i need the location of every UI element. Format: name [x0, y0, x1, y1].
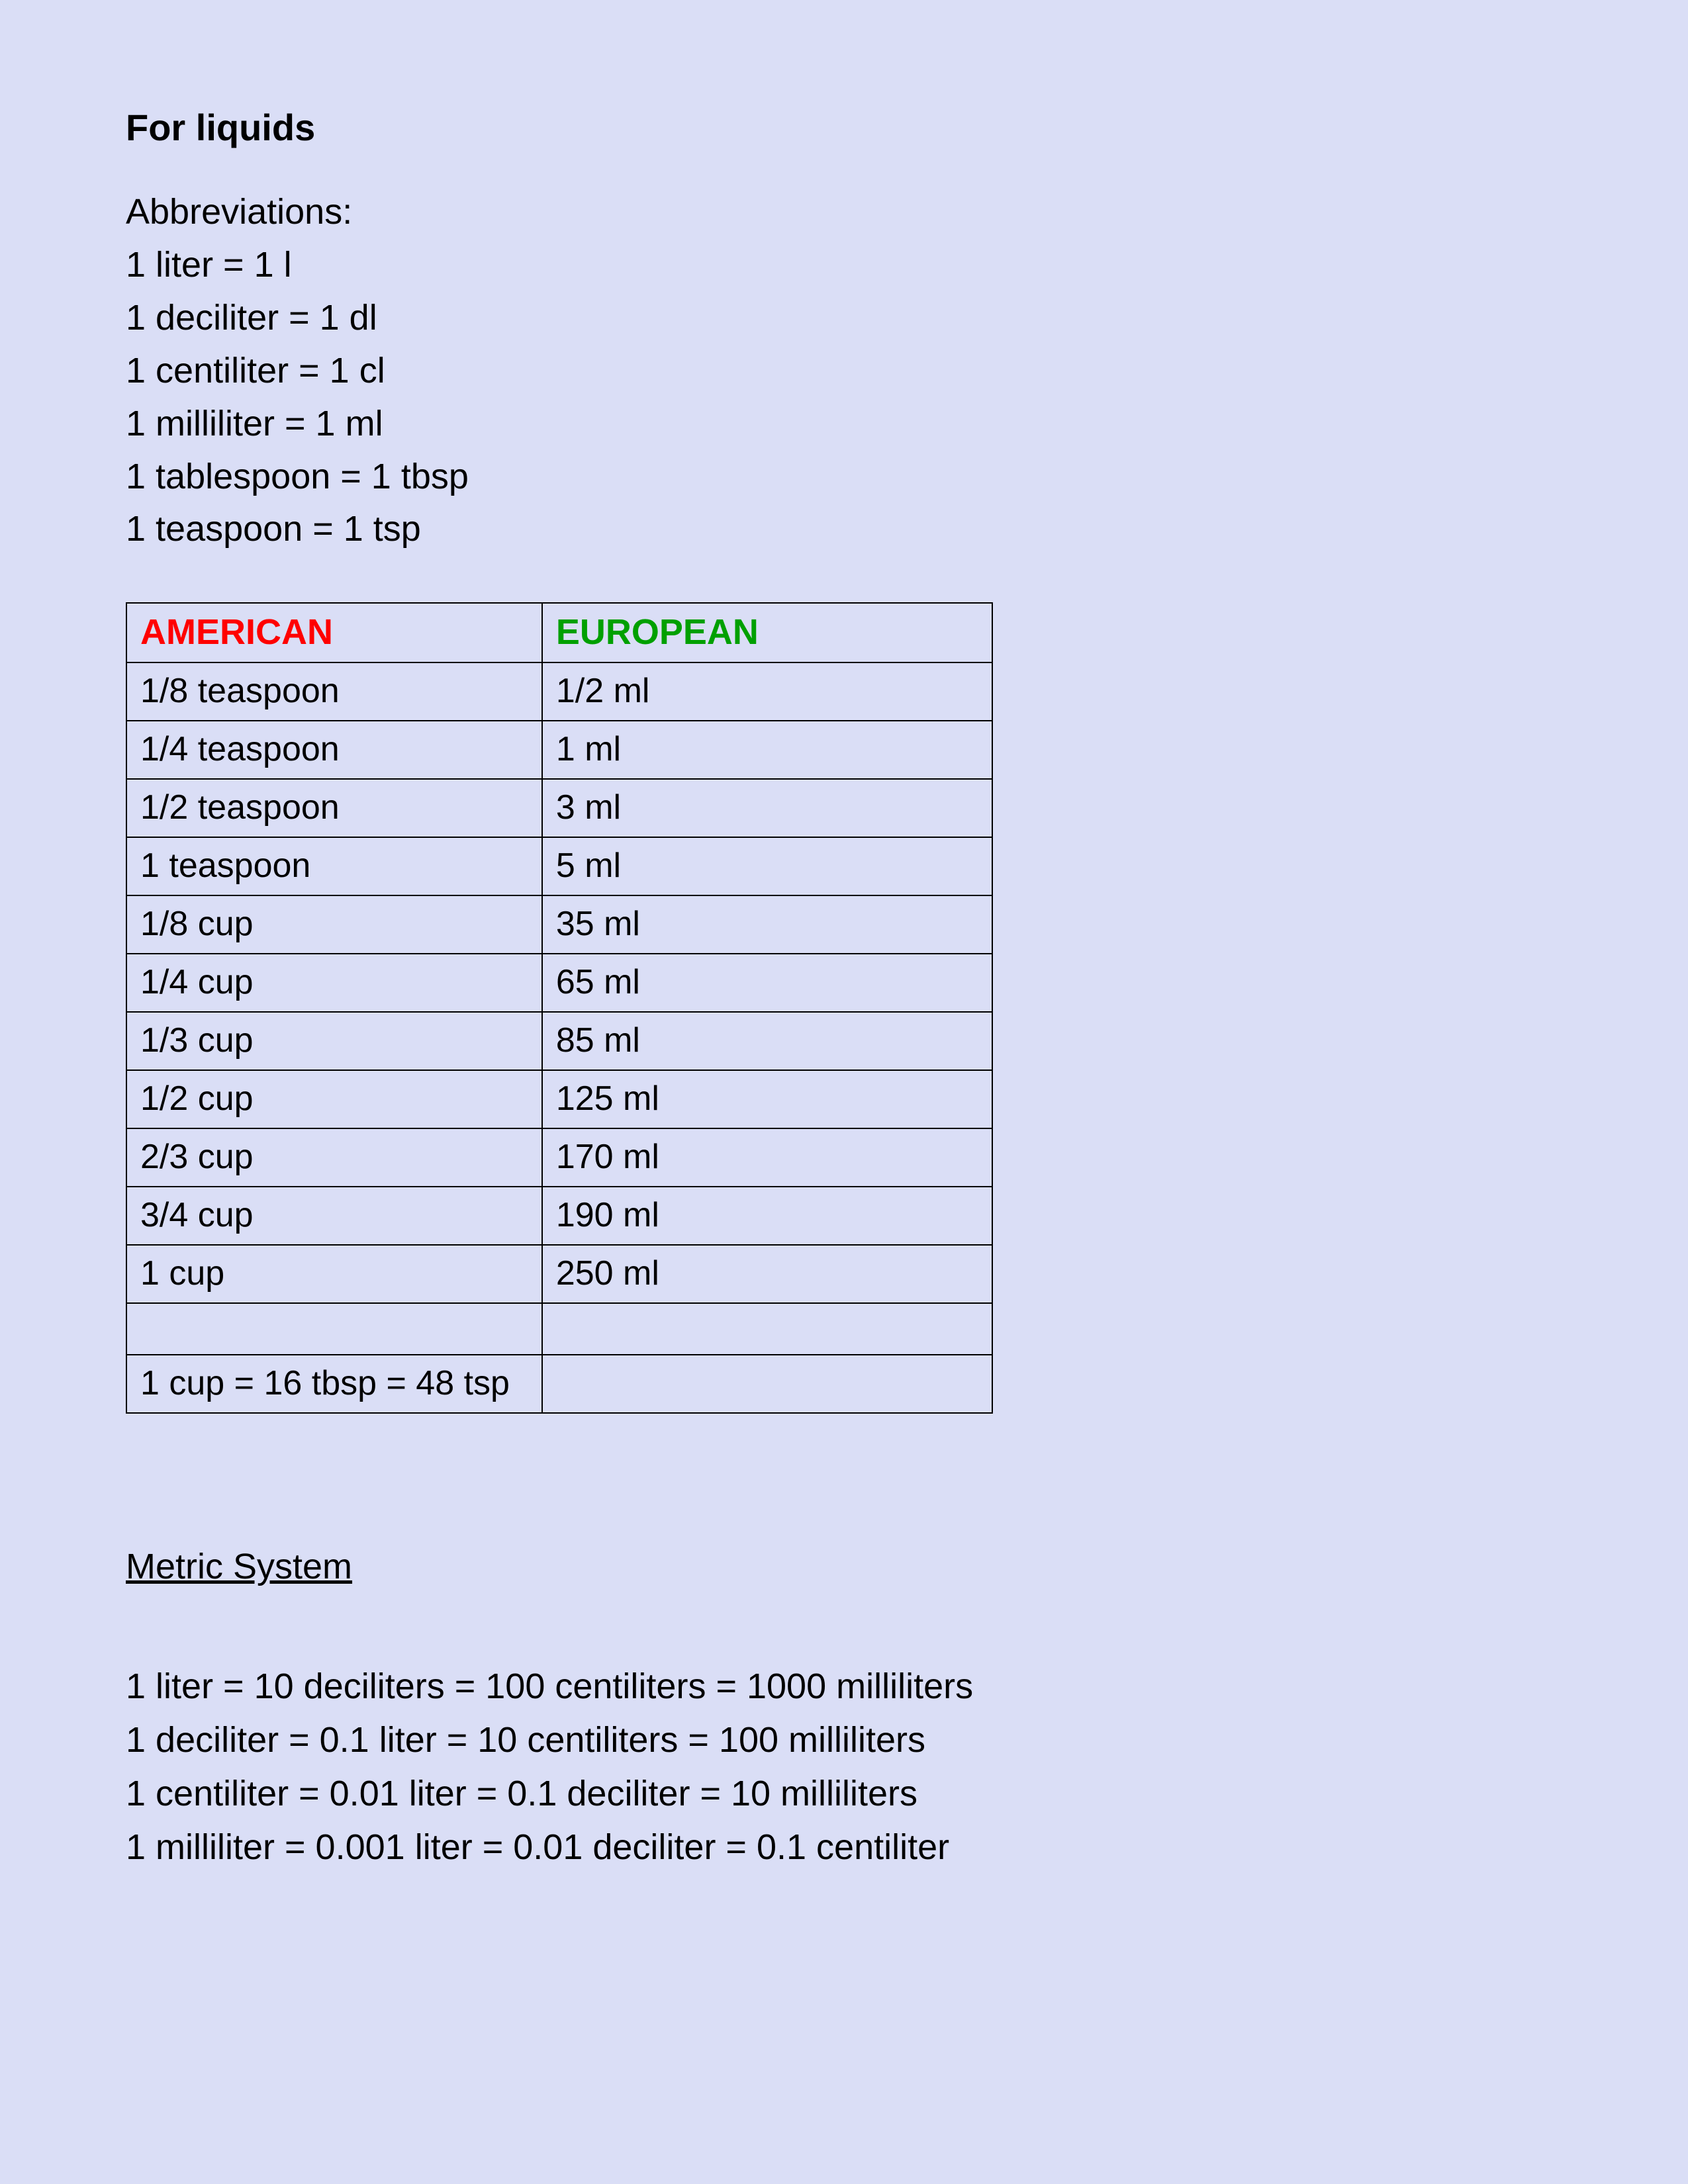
metric-line: 1 centiliter = 0.01 liter = 0.1 decilite…	[126, 1767, 1562, 1821]
cell-european: 85 ml	[542, 1012, 992, 1070]
table-row: 1/4 teaspoon 1 ml	[126, 721, 992, 779]
abbreviation-line: 1 deciliter = 1 dl	[126, 292, 1562, 345]
table-row: 1/4 cup 65 ml	[126, 954, 992, 1012]
cell-american: 1/2 teaspoon	[126, 779, 542, 837]
cell-european: 5 ml	[542, 837, 992, 895]
table-row: 1 teaspoon 5 ml	[126, 837, 992, 895]
page: For liquids Abbreviations: 1 liter = 1 l…	[0, 0, 1688, 1874]
table-row: 3/4 cup 190 ml	[126, 1187, 992, 1245]
abbreviation-line: 1 liter = 1 l	[126, 239, 1562, 292]
table-header-row: AMERICAN EUROPEAN	[126, 603, 992, 662]
cell-european: 65 ml	[542, 954, 992, 1012]
cell-european	[542, 1303, 992, 1355]
table-row-empty	[126, 1303, 992, 1355]
page-title: For liquids	[126, 106, 1562, 149]
metric-system-heading: Metric System	[126, 1546, 1562, 1587]
cell-american: 1/2 cup	[126, 1070, 542, 1128]
metric-line: 1 milliliter = 0.001 liter = 0.01 decili…	[126, 1821, 1562, 1874]
cell-american: 2/3 cup	[126, 1128, 542, 1187]
table-row: 1/2 teaspoon 3 ml	[126, 779, 992, 837]
cell-american: 1/4 teaspoon	[126, 721, 542, 779]
abbreviations-block: Abbreviations: 1 liter = 1 l 1 deciliter…	[126, 186, 1562, 556]
column-header-european: EUROPEAN	[542, 603, 992, 662]
table-row: 1/8 teaspoon 1/2 ml	[126, 662, 992, 721]
cell-european: 190 ml	[542, 1187, 992, 1245]
column-header-american: AMERICAN	[126, 603, 542, 662]
abbreviation-line: 1 centiliter = 1 cl	[126, 345, 1562, 398]
cell-american: 1/8 teaspoon	[126, 662, 542, 721]
cell-american: 1/8 cup	[126, 895, 542, 954]
abbreviations-heading: Abbreviations:	[126, 186, 1562, 239]
metric-line: 1 liter = 10 deciliters = 100 centiliter…	[126, 1660, 1562, 1713]
cell-european: 1/2 ml	[542, 662, 992, 721]
cell-american	[126, 1303, 542, 1355]
table-row: 1/3 cup 85 ml	[126, 1012, 992, 1070]
cell-european: 3 ml	[542, 779, 992, 837]
cell-american: 1 cup	[126, 1245, 542, 1303]
cell-european: 250 ml	[542, 1245, 992, 1303]
table-row: 2/3 cup 170 ml	[126, 1128, 992, 1187]
metric-system-block: 1 liter = 10 deciliters = 100 centiliter…	[126, 1660, 1562, 1874]
cell-european: 35 ml	[542, 895, 992, 954]
table-row: 1/2 cup 125 ml	[126, 1070, 992, 1128]
cell-european	[542, 1355, 992, 1413]
cell-european: 1 ml	[542, 721, 992, 779]
abbreviation-line: 1 milliliter = 1 ml	[126, 398, 1562, 451]
cell-american: 1/4 cup	[126, 954, 542, 1012]
cell-american: 1/3 cup	[126, 1012, 542, 1070]
cell-american: 3/4 cup	[126, 1187, 542, 1245]
metric-line: 1 deciliter = 0.1 liter = 10 centiliters…	[126, 1713, 1562, 1767]
cell-european: 170 ml	[542, 1128, 992, 1187]
abbreviation-line: 1 tablespoon = 1 tbsp	[126, 451, 1562, 504]
table-row: 1 cup = 16 tbsp = 48 tsp	[126, 1355, 992, 1413]
table-row: 1 cup 250 ml	[126, 1245, 992, 1303]
cell-american: 1 teaspoon	[126, 837, 542, 895]
abbreviation-line: 1 teaspoon = 1 tsp	[126, 503, 1562, 556]
table-row: 1/8 cup 35 ml	[126, 895, 992, 954]
cell-european: 125 ml	[542, 1070, 992, 1128]
conversion-table: AMERICAN EUROPEAN 1/8 teaspoon 1/2 ml 1/…	[126, 602, 993, 1414]
cell-american: 1 cup = 16 tbsp = 48 tsp	[126, 1355, 542, 1413]
